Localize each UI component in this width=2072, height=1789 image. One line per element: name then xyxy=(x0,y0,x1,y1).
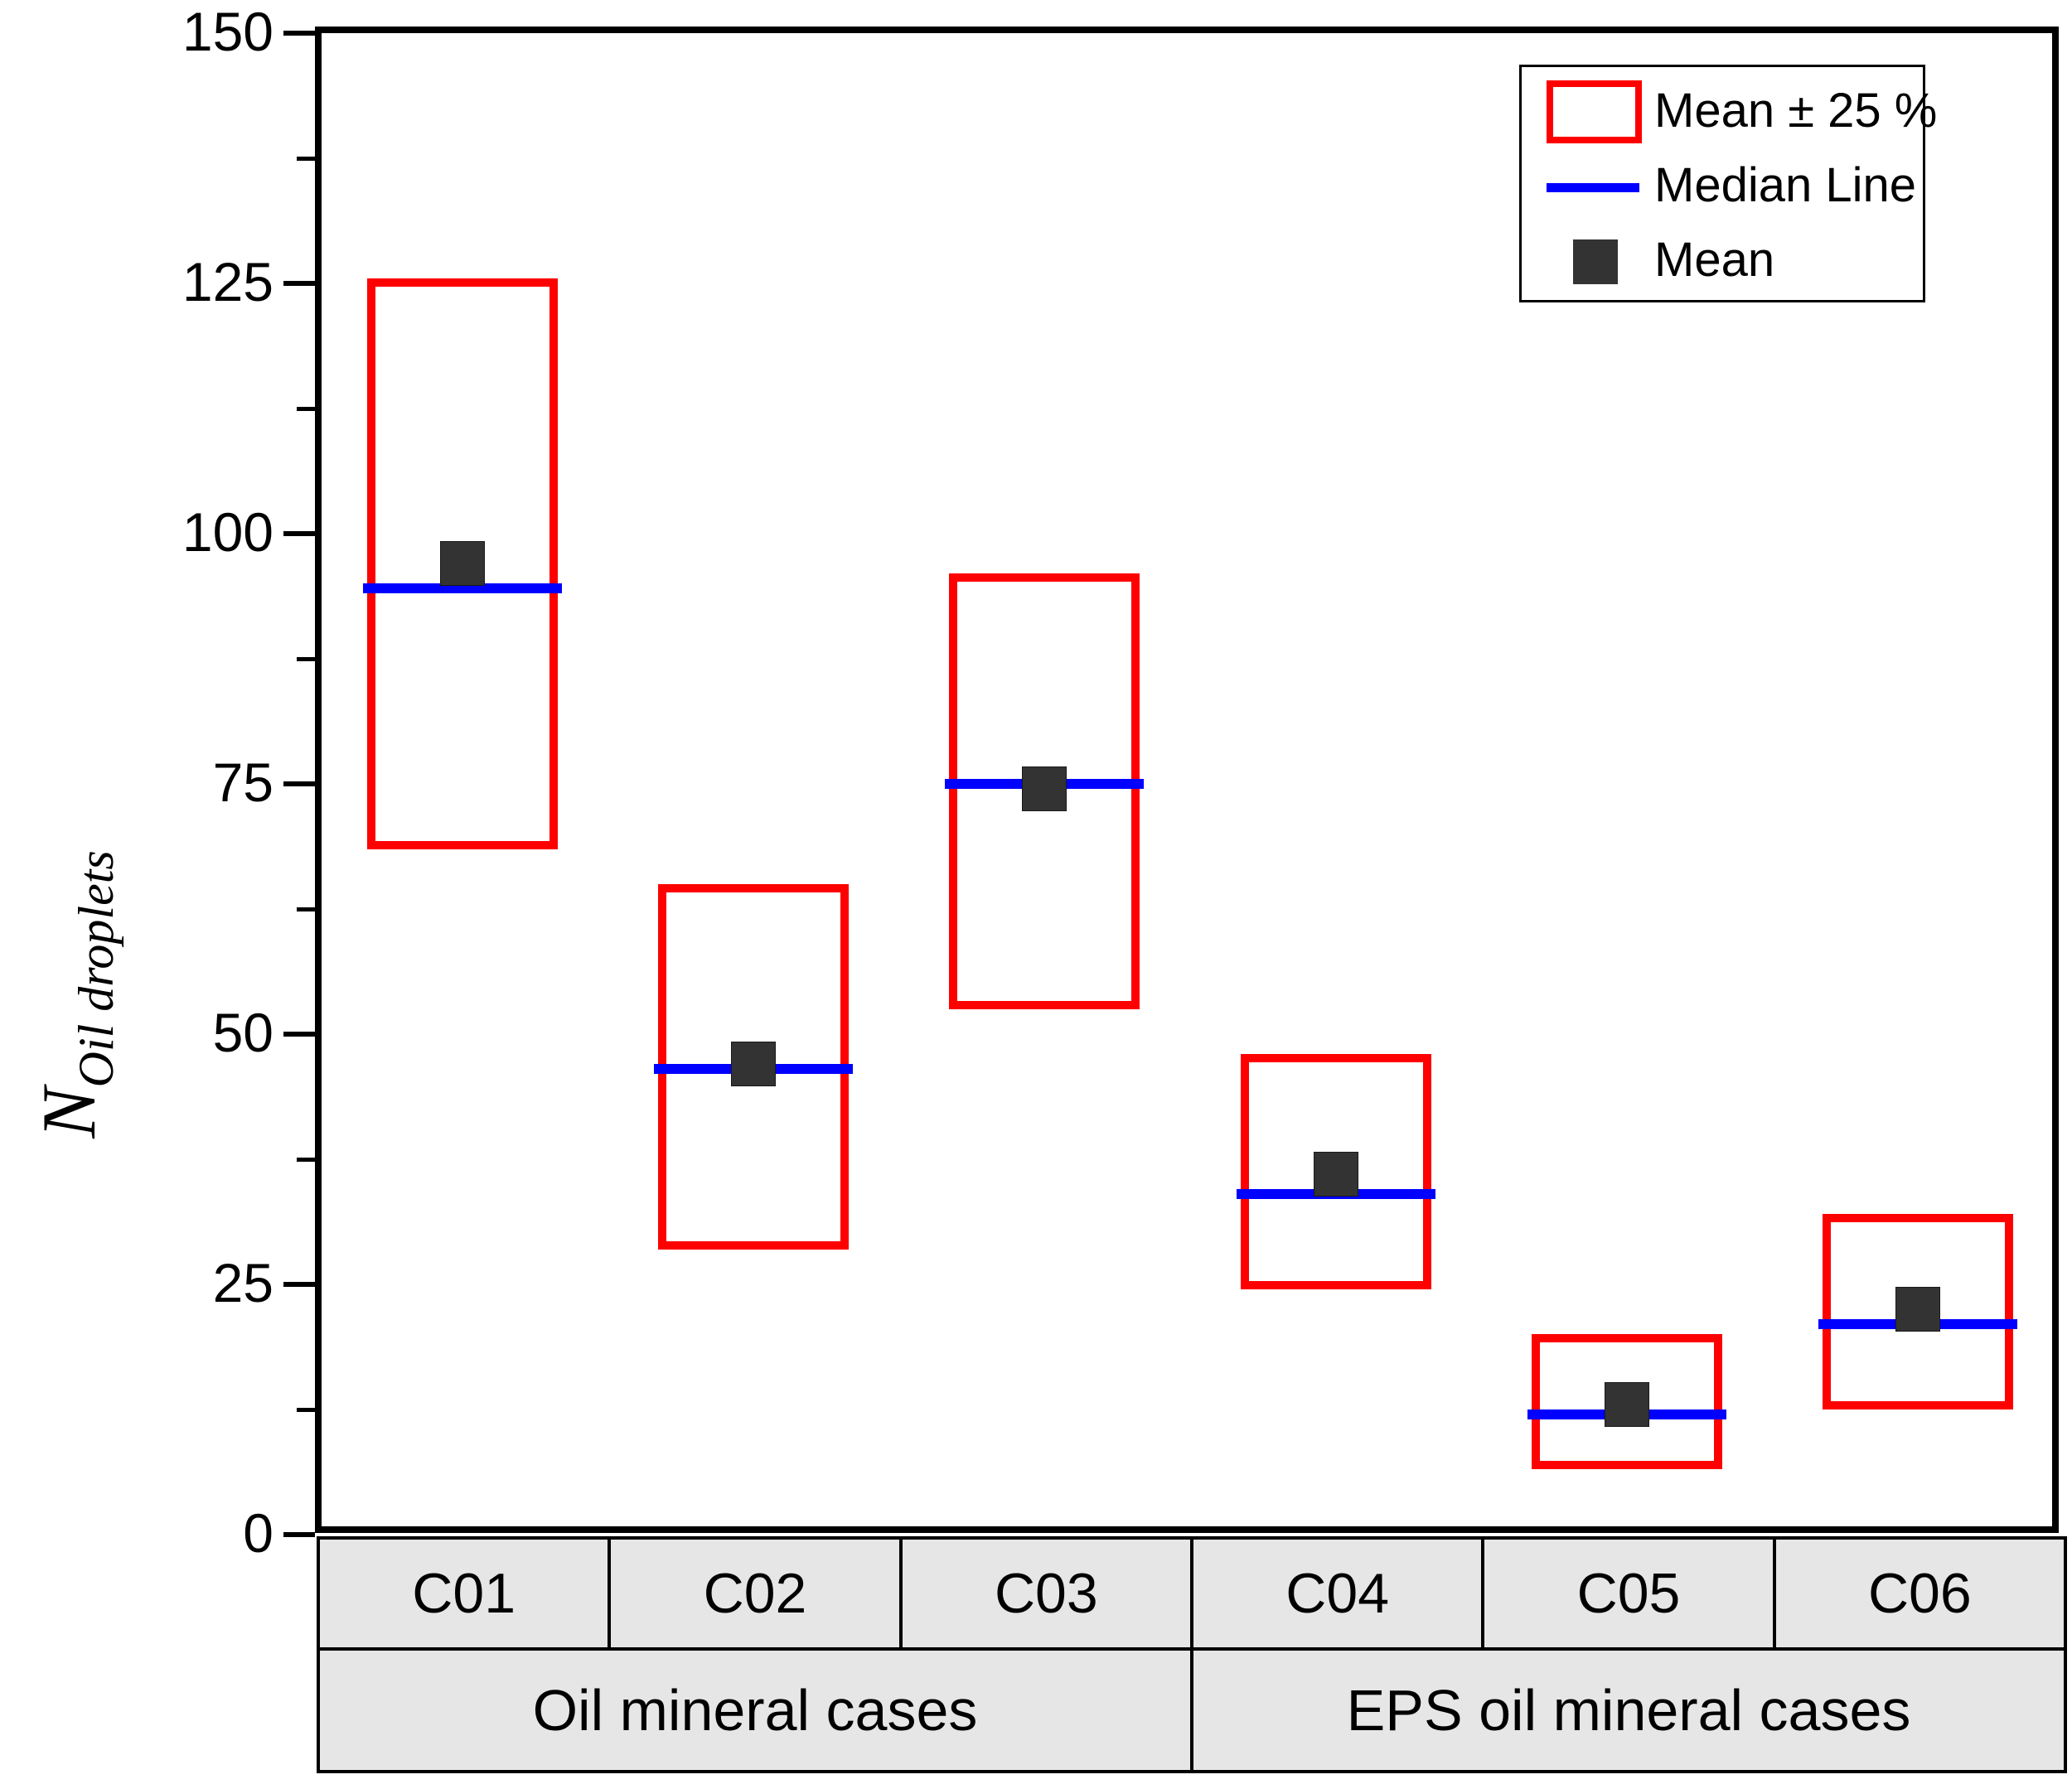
y-axis-title-main: N xyxy=(27,1087,111,1139)
legend-label: Mean ± 25 % xyxy=(1654,84,1938,138)
y-axis-tick xyxy=(283,1532,315,1537)
mean-marker-c05 xyxy=(1605,1381,1649,1427)
y-axis-minor-tick xyxy=(297,1408,315,1412)
y-axis-tick-label: 100 xyxy=(182,501,274,563)
x-group-cell: EPS oil mineral cases xyxy=(1190,1647,2067,1773)
y-axis-tick xyxy=(283,531,315,536)
mean-marker-c01 xyxy=(439,541,485,587)
y-axis-tick xyxy=(283,31,315,36)
x-category-cell-c03: C03 xyxy=(898,1536,1193,1651)
y-axis-minor-tick xyxy=(297,407,315,411)
y-axis-tick xyxy=(283,781,315,786)
x-category-cell-c02: C02 xyxy=(608,1536,903,1651)
mean-range-box-c01 xyxy=(366,278,558,849)
x-category-cell-c01: C01 xyxy=(317,1536,612,1651)
mean-range-box-c03 xyxy=(949,573,1140,1009)
mean-range-box-c04 xyxy=(1240,1054,1431,1290)
mean-marker-c04 xyxy=(1313,1152,1358,1197)
x-group-cell: Oil mineral cases xyxy=(317,1647,1193,1773)
y-axis-tick xyxy=(283,281,315,286)
y-axis-title: NOil droplets xyxy=(25,539,123,1450)
mean-range-swatch-icon xyxy=(1547,80,1642,143)
mean-marker-c06 xyxy=(1895,1287,1941,1332)
mean-swatch-icon xyxy=(1573,239,1618,284)
x-category-cell-c04: C04 xyxy=(1190,1536,1485,1651)
x-category-cell-c05: C05 xyxy=(1481,1536,1776,1651)
legend-item-mean: Mean xyxy=(1522,221,1923,300)
plot-frame xyxy=(315,27,2059,1533)
median-line-c01 xyxy=(362,583,562,594)
legend-item-mean-range: Mean ± 25 % xyxy=(1522,72,1937,151)
legend-label: Median Line xyxy=(1654,158,1916,212)
y-axis-minor-tick xyxy=(297,157,315,161)
mean-marker-c03 xyxy=(1022,766,1067,812)
mean-range-box-c06 xyxy=(1823,1214,2014,1409)
y-axis-tick-label: 25 xyxy=(212,1252,274,1313)
y-axis-tick-label: 50 xyxy=(212,1002,274,1063)
y-axis-tick-label: 75 xyxy=(212,752,274,813)
legend: Mean ± 25 % Median Line Mean xyxy=(1519,65,1937,302)
y-axis-minor-tick xyxy=(297,1158,315,1162)
legend-label: Mean xyxy=(1654,233,1775,287)
y-axis-tick-label: 125 xyxy=(182,251,274,312)
mean-range-box-c05 xyxy=(1532,1334,1722,1470)
x-category-cell-c06: C06 xyxy=(1772,1536,2067,1651)
y-axis-tick-label: 150 xyxy=(182,1,274,62)
y-axis-tick-label: 0 xyxy=(243,1502,274,1564)
legend-item-median-line: Median Line xyxy=(1522,147,1923,225)
y-axis-tick xyxy=(283,1032,315,1037)
y-axis-minor-tick xyxy=(297,907,315,911)
y-axis-minor-tick xyxy=(297,657,315,661)
y-axis-tick xyxy=(283,1282,315,1287)
mean-marker-c02 xyxy=(731,1042,776,1087)
median-line-swatch-icon xyxy=(1547,183,1639,192)
